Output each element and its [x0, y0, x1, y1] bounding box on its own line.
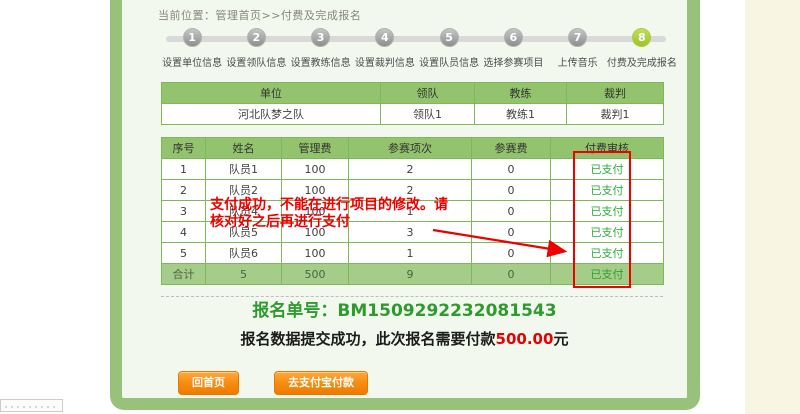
cell-index: 2 [161, 179, 206, 201]
cell-total-mgmt-fee: 500 [281, 263, 349, 285]
payment-status-highlight-box [573, 151, 631, 288]
bottom-left-browser-fragment [0, 399, 63, 412]
cell-event-fee: 0 [471, 242, 551, 264]
cell-coach-name: 教练1 [474, 103, 567, 125]
header-event-count: 参赛项次 [348, 137, 472, 159]
step-6-select-events[interactable]: 6 选择参赛项目 [481, 28, 545, 69]
fee-table-header-row: 序号 姓名 管理费 参赛项次 参赛费 付费审核 [161, 137, 664, 159]
fee-table-row: 1 队员1 100 2 0 已支付 [161, 158, 664, 180]
step-3-circle[interactable]: 3 [311, 28, 331, 47]
cell-mgmt-fee: 100 [281, 242, 349, 264]
step-7-circle[interactable]: 7 [568, 28, 588, 47]
cell-unit-name: 河北队梦之队 [161, 103, 381, 125]
payment-warning-annotation: 支付成功，不能在进行项目的修改。请 核对好之后再进行支付 [210, 197, 448, 230]
cell-pay-status: 已支付 [550, 179, 664, 201]
step-5-member-info[interactable]: 5 设置队员信息 [417, 28, 481, 69]
member-fee-table: 序号 姓名 管理费 参赛项次 参赛费 付费审核 1 队员1 100 2 0 已支… [161, 137, 664, 285]
step-6-label: 选择参赛项目 [483, 58, 544, 69]
cell-event-fee: 0 [471, 158, 551, 180]
step-5-circle[interactable]: 5 [439, 28, 459, 47]
cell-total-members: 5 [205, 263, 282, 285]
result-prefix: 报名数据提交成功，此次报名需要付款 [240, 330, 496, 348]
cell-index: 5 [161, 242, 206, 264]
cell-index: 3 [161, 200, 206, 222]
step-2-leader-info[interactable]: 2 设置领队信息 [224, 28, 288, 69]
step-1-unit-info[interactable]: 1 设置单位信息 [160, 28, 224, 69]
cell-event-count: 2 [348, 158, 472, 180]
cell-mgmt-fee: 100 [281, 158, 349, 180]
panel-content: 当前位置：管理首页>>付费及完成报名 1 设置单位信息 2 设置领队信息 3 设… [122, 0, 687, 398]
cell-mgmt-fee: 100 [281, 221, 349, 243]
header-unit: 单位 [161, 82, 381, 104]
cell-name: 队员5 [205, 221, 282, 243]
payment-amount: 500.00 [495, 330, 554, 348]
breadcrumb: 当前位置：管理首页>>付费及完成报名 [158, 9, 362, 22]
cell-name: 队员2 [205, 179, 282, 201]
header-event-fee: 参赛费 [471, 137, 551, 159]
cell-pay-status: 已支付 [550, 200, 664, 222]
header-name: 姓名 [205, 137, 282, 159]
cell-name: 队员4 [205, 200, 282, 222]
cell-name: 队员1 [205, 158, 282, 180]
step-2-circle[interactable]: 2 [246, 28, 266, 47]
header-index: 序号 [161, 137, 206, 159]
cell-total-pay-status: 已支付 [550, 263, 664, 285]
step-1-circle[interactable]: 1 [182, 28, 202, 47]
cell-mgmt-fee: 100 [281, 179, 349, 201]
step-3-coach-info[interactable]: 3 设置教练信息 [289, 28, 353, 69]
step-5-label: 设置队员信息 [419, 58, 480, 69]
cell-leader-name: 领队1 [380, 103, 475, 125]
step-4-circle[interactable]: 4 [375, 28, 395, 47]
cell-referee-name: 裁判1 [566, 103, 664, 125]
step-8-circle[interactable]: 8 [632, 28, 652, 47]
step-7-label: 上传音乐 [557, 58, 598, 69]
team-table-row: 河北队梦之队 领队1 教练1 裁判1 [161, 103, 664, 125]
submission-result-message: 报名数据提交成功，此次报名需要付款500.00元 [122, 328, 687, 349]
step-3-label: 设置教练信息 [290, 58, 351, 69]
wizard-stepper: 1 设置单位信息 2 设置领队信息 3 设置教练信息 4 设置裁判信息 [160, 28, 677, 72]
alipay-pay-button[interactable]: 去支付宝付款 [274, 371, 368, 395]
result-suffix: 元 [553, 330, 569, 348]
header-coach: 教练 [474, 82, 567, 104]
step-7-upload-music[interactable]: 7 上传音乐 [546, 28, 610, 69]
stepper-track [166, 36, 666, 42]
step-4-referee-info[interactable]: 4 设置裁判信息 [353, 28, 417, 69]
step-8-pay-complete[interactable]: 8 付费及完成报名 [606, 28, 677, 69]
cell-pay-status: 已支付 [550, 242, 664, 264]
stepper-steps: 1 设置单位信息 2 设置领队信息 3 设置教练信息 4 设置裁判信息 [160, 28, 677, 69]
header-leader: 领队 [380, 82, 475, 104]
team-table-header-row: 单位 领队 教练 裁判 [161, 82, 664, 104]
fee-table-row: 2 队员2 100 2 0 已支付 [161, 179, 664, 201]
step-6-circle[interactable]: 6 [503, 28, 523, 47]
step-1-label: 设置单位信息 [162, 58, 223, 69]
cell-pay-status: 已支付 [550, 221, 664, 243]
right-background-strip [745, 0, 800, 414]
cell-index: 4 [161, 221, 206, 243]
header-mgmt-fee: 管理费 [281, 137, 349, 159]
main-panel: 当前位置：管理首页>>付费及完成报名 1 设置单位信息 2 设置领队信息 3 设… [110, 0, 700, 410]
cell-total-label: 合计 [161, 263, 206, 285]
step-8-label: 付费及完成报名 [606, 58, 677, 69]
home-button[interactable]: 回首页 [178, 371, 239, 395]
team-info-table: 单位 领队 教练 裁判 河北队梦之队 领队1 教练1 裁判1 [161, 82, 664, 125]
step-2-label: 设置领队信息 [226, 58, 287, 69]
step-4-label: 设置裁判信息 [354, 58, 415, 69]
fee-table-total-row: 合计 5 500 9 0 已支付 [161, 263, 664, 285]
registration-order-number: 报名单号：BM1509292232081543 [252, 301, 557, 321]
cell-index: 1 [161, 158, 206, 180]
cell-name: 队员6 [205, 242, 282, 264]
cell-pay-status: 已支付 [550, 158, 664, 180]
cell-total-event-count: 9 [348, 263, 472, 285]
dashed-separator [161, 296, 663, 297]
cell-event-count: 1 [348, 242, 472, 264]
cell-total-event-fee: 0 [471, 263, 551, 285]
header-referee: 裁判 [566, 82, 664, 104]
